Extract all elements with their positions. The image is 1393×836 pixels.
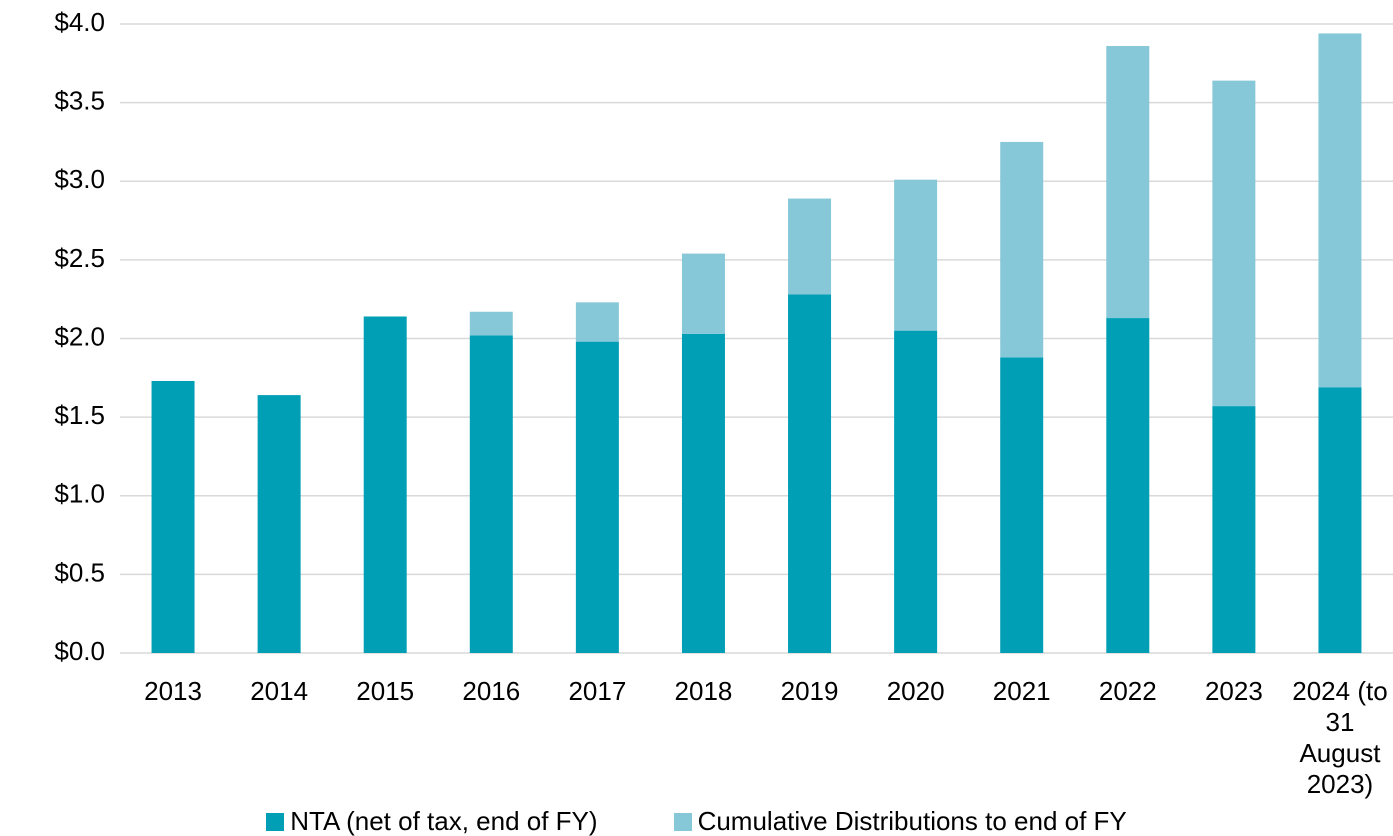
x-tick-label: 2019 <box>780 676 839 706</box>
legend-label: Cumulative Distributions to end of FY <box>697 806 1127 836</box>
legend-item: NTA (net of tax, end of FY) <box>266 806 598 836</box>
bar-segment <box>1106 46 1150 319</box>
bar-segment <box>788 198 832 295</box>
bar-segment <box>681 333 725 653</box>
legend: NTA (net of tax, end of FY) Cumulative Di… <box>0 806 1393 836</box>
bar-segment <box>1000 357 1044 653</box>
x-tick-label: 2017 <box>568 676 627 706</box>
bar-segment <box>469 311 513 336</box>
x-tick-label: 2022 <box>1098 676 1157 706</box>
x-tick-label: 2013 <box>144 676 202 706</box>
bar-segment <box>1106 318 1150 653</box>
legend-label: NTA (net of tax, end of FY) <box>290 806 598 836</box>
legend-swatch <box>266 812 285 831</box>
y-tick-label: $1.5 <box>54 400 105 430</box>
y-tick-label: $1.0 <box>54 479 105 509</box>
x-tick-label: 2015 <box>356 676 415 706</box>
x-tick-label: 2018 <box>674 676 733 706</box>
bar-segment <box>575 302 619 342</box>
y-tick-label: $4.0 <box>54 7 105 37</box>
bar-segment <box>151 380 195 653</box>
bar-segment <box>894 179 938 331</box>
bar-segment <box>894 330 938 653</box>
legend-item: Cumulative Distributions to end of FY <box>673 806 1127 836</box>
bar-segment <box>788 294 832 653</box>
plot: $0.0 $0.5 $1.0 $1.5 $2.0 $2.5 $3.0 $3.5 $4.0 <box>54 7 1393 666</box>
x-tick-label: 2016 <box>462 676 521 706</box>
y-tick-label: $2.0 <box>54 321 105 351</box>
y-tick-label: $0.0 <box>54 636 105 666</box>
y-tick-label: $3.5 <box>54 86 105 116</box>
bar-segment <box>681 253 725 334</box>
y-tick-label: $2.5 <box>54 243 105 273</box>
bar-segment <box>1000 141 1044 358</box>
y-tick-label: $0.5 <box>54 557 105 587</box>
x-tick-label: 2023 <box>1204 676 1263 706</box>
x-tick-label: 2014 <box>250 676 309 706</box>
bar-segment <box>469 335 513 653</box>
bar-segment <box>363 316 407 653</box>
bar-segment <box>1212 406 1256 653</box>
bar-segment <box>575 341 619 653</box>
x-tick-label: 2021 <box>992 676 1051 706</box>
bar-segment <box>1318 33 1362 388</box>
y-tick-label: $3.0 <box>54 164 105 194</box>
legend-swatch <box>673 812 692 831</box>
x-tick-label: 2020 <box>886 676 945 706</box>
x-tick-label: 2024 (to 31 August 2023) <box>1292 676 1388 799</box>
bar-segment <box>257 395 301 653</box>
bar-segment <box>1212 80 1256 407</box>
bar-segment <box>1318 387 1362 653</box>
